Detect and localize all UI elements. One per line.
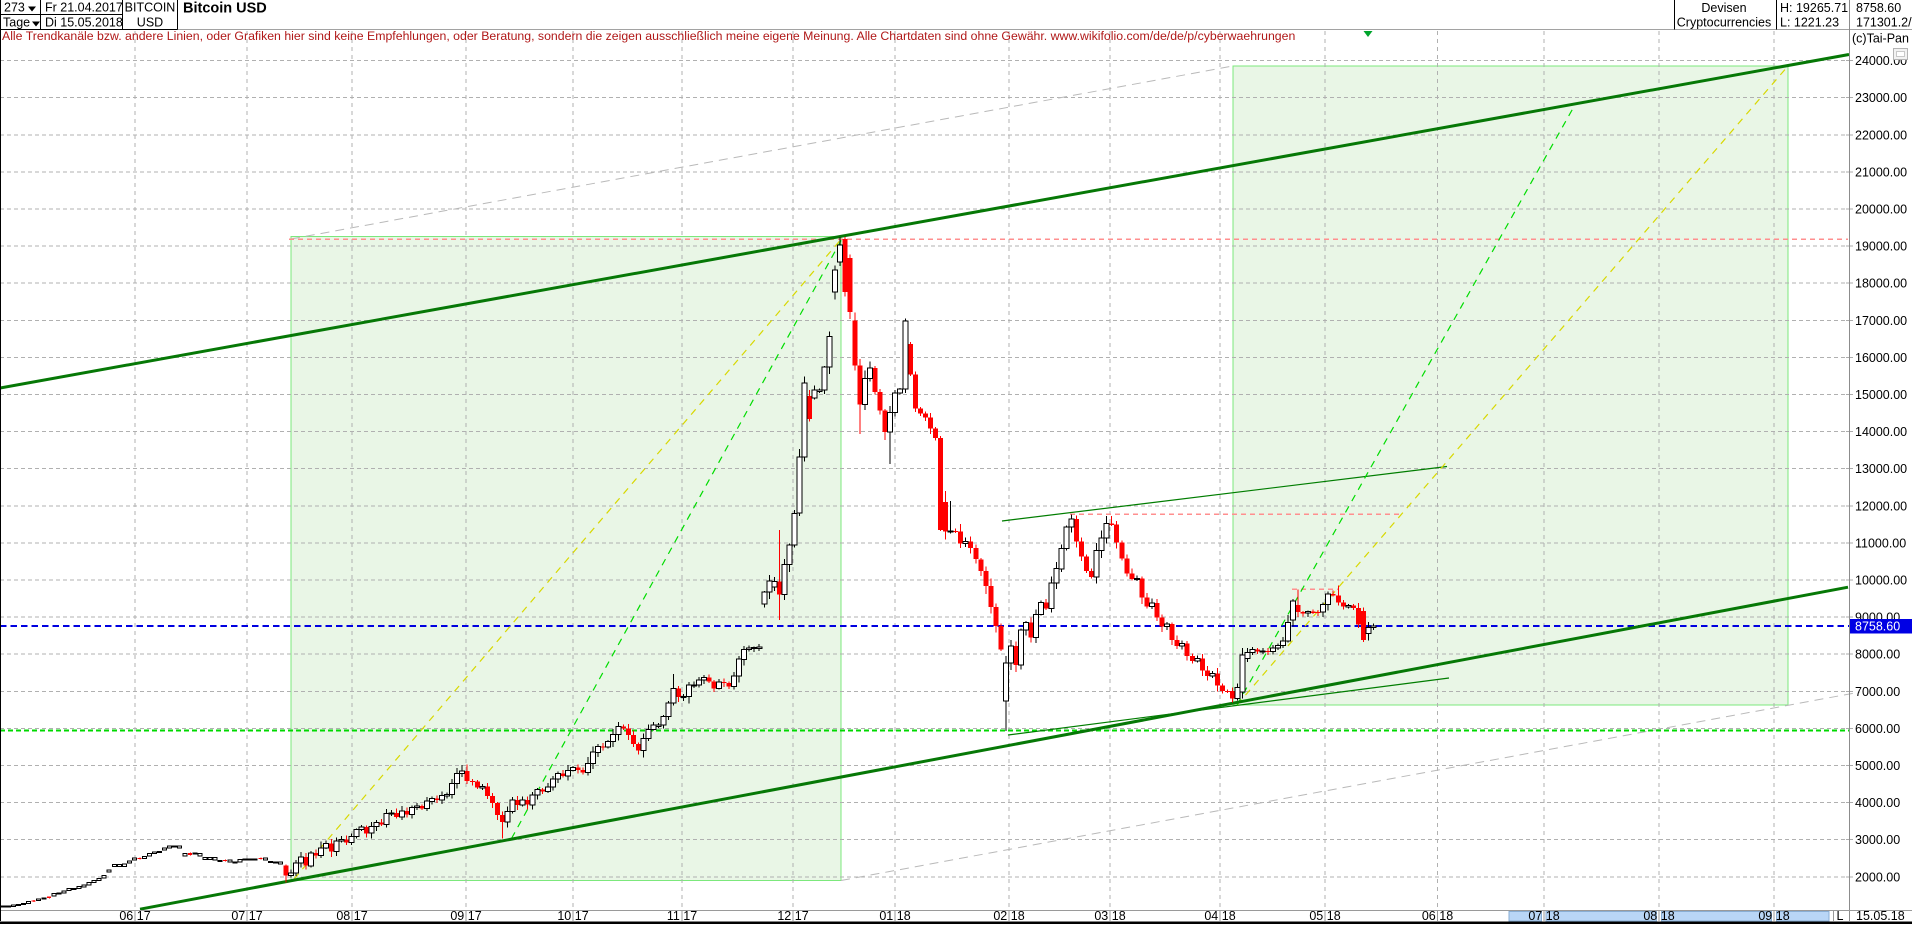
svg-text:Di 15.05.2018: Di 15.05.2018	[45, 16, 123, 30]
svg-text:L: L	[1837, 909, 1844, 923]
svg-text:4000.00: 4000.00	[1855, 796, 1900, 810]
svg-text:(c)Tai-Pan: (c)Tai-Pan	[1852, 32, 1909, 46]
svg-text:BITCOIN: BITCOIN	[125, 1, 176, 15]
svg-text:20000.00: 20000.00	[1855, 203, 1907, 217]
svg-text:12000.00: 12000.00	[1855, 499, 1907, 513]
svg-text:07 18: 07 18	[1528, 909, 1559, 923]
svg-text:08 18: 08 18	[1643, 909, 1674, 923]
svg-text:273: 273	[4, 1, 25, 15]
svg-text:14000.00: 14000.00	[1855, 425, 1907, 439]
svg-text:15.05.18: 15.05.18	[1856, 909, 1905, 923]
svg-text:H: 19265.71: H: 19265.71	[1780, 1, 1848, 15]
svg-text:05 18: 05 18	[1309, 909, 1340, 923]
svg-text:15000.00: 15000.00	[1855, 388, 1907, 402]
svg-text:Fr 21.04.2017: Fr 21.04.2017	[45, 1, 123, 15]
svg-text:2000.00: 2000.00	[1855, 870, 1900, 884]
svg-text:06 18: 06 18	[1422, 909, 1453, 923]
svg-text:04 18: 04 18	[1204, 909, 1235, 923]
svg-text:08 17: 08 17	[336, 909, 367, 923]
svg-text:18000.00: 18000.00	[1855, 277, 1907, 291]
svg-text:11000.00: 11000.00	[1855, 536, 1906, 550]
svg-text:171301.2/: 171301.2/	[1856, 16, 1912, 30]
svg-text:10 17: 10 17	[557, 909, 588, 923]
svg-text:03 18: 03 18	[1094, 909, 1125, 923]
svg-text:6000.00: 6000.00	[1855, 722, 1900, 736]
svg-text:02 18: 02 18	[993, 909, 1024, 923]
svg-text:Alle Trendkanäle bzw. andere L: Alle Trendkanäle bzw. andere Linien, ode…	[2, 29, 1295, 43]
svg-text:07 17: 07 17	[231, 909, 262, 923]
svg-text:01 18: 01 18	[879, 909, 910, 923]
svg-text:09 17: 09 17	[450, 909, 481, 923]
svg-text:5000.00: 5000.00	[1855, 759, 1900, 773]
svg-text:8758.60: 8758.60	[1855, 620, 1900, 634]
svg-text:09 18: 09 18	[1758, 909, 1789, 923]
svg-text:3000.00: 3000.00	[1855, 833, 1900, 847]
svg-text:USD: USD	[137, 16, 163, 30]
svg-text:16000.00: 16000.00	[1855, 351, 1907, 365]
svg-text:L: 1221.23: L: 1221.23	[1780, 16, 1839, 30]
svg-text:10000.00: 10000.00	[1855, 574, 1907, 588]
svg-text:Tage: Tage	[3, 16, 30, 30]
svg-text:7000.00: 7000.00	[1855, 685, 1900, 699]
svg-text:22000.00: 22000.00	[1855, 128, 1907, 142]
svg-text:19000.00: 19000.00	[1855, 240, 1907, 254]
svg-text:13000.00: 13000.00	[1855, 462, 1907, 476]
svg-text:8000.00: 8000.00	[1855, 648, 1900, 662]
svg-text:11 17: 11 17	[667, 909, 697, 923]
svg-text:17000.00: 17000.00	[1855, 314, 1907, 328]
svg-text:Cryptocurrencies: Cryptocurrencies	[1677, 16, 1771, 30]
svg-text:06 17: 06 17	[119, 909, 150, 923]
svg-text:8758.60: 8758.60	[1856, 1, 1901, 15]
svg-text:21000.00: 21000.00	[1855, 165, 1907, 179]
svg-text:Devisen: Devisen	[1701, 1, 1746, 15]
svg-text:Bitcoin USD: Bitcoin USD	[183, 1, 267, 17]
svg-text:12 17: 12 17	[777, 909, 808, 923]
svg-text:23000.00: 23000.00	[1855, 91, 1907, 105]
